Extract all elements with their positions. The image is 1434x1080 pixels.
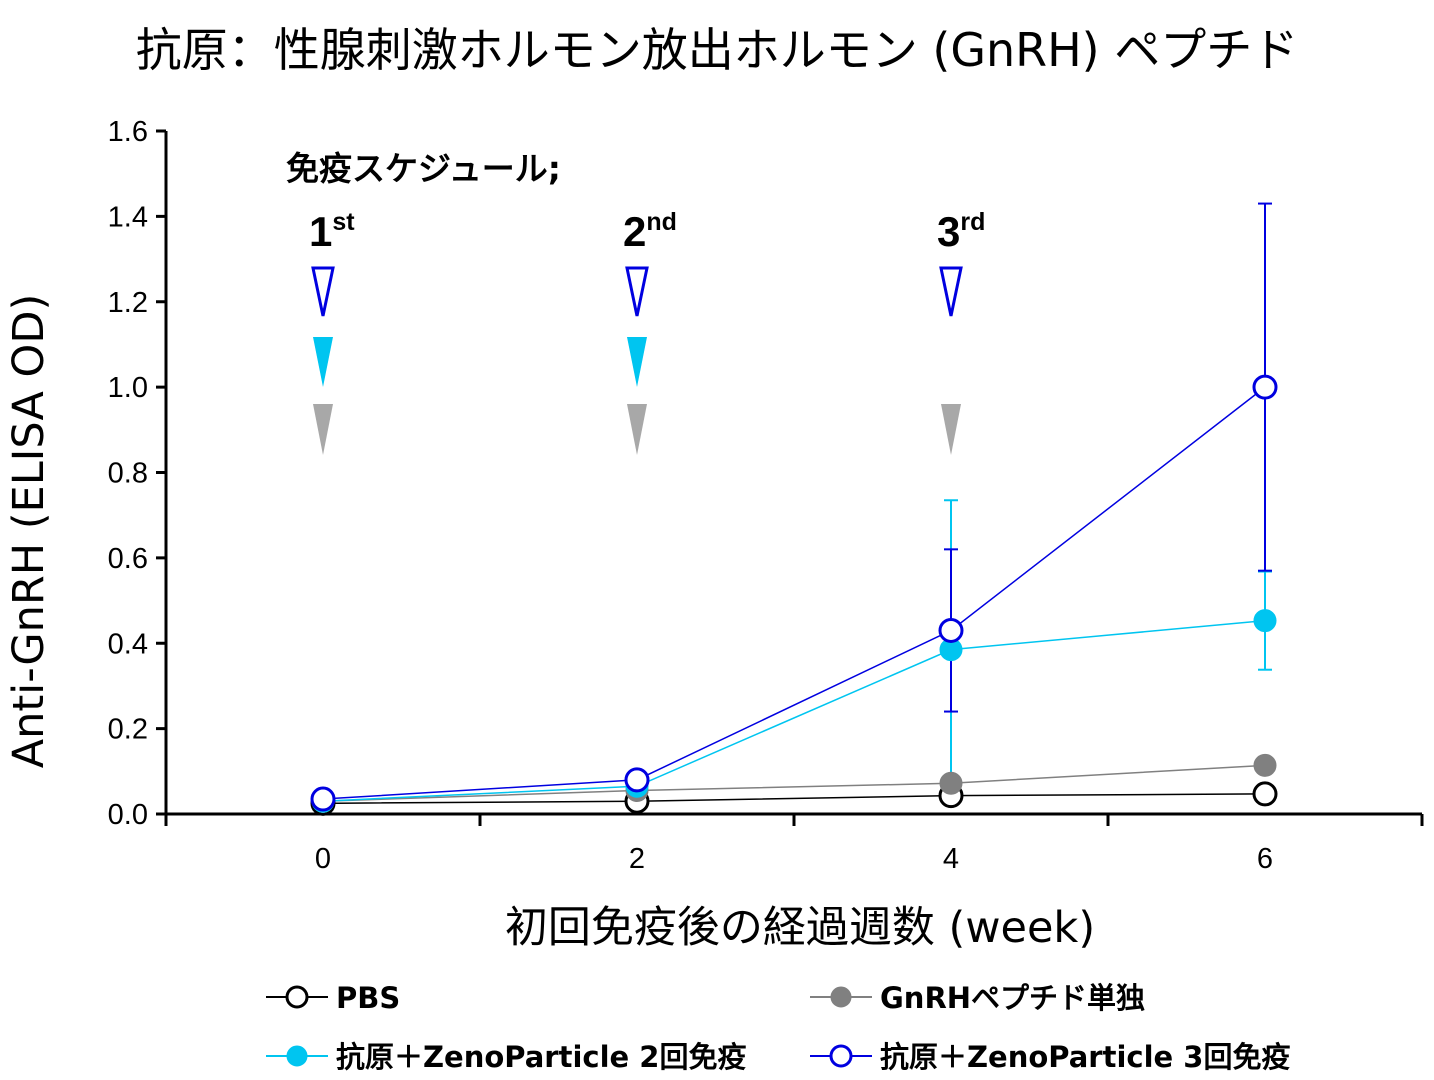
series-line: [322, 793, 1266, 805]
error-bars: [944, 202, 1272, 801]
y-tick-label: 0.2: [108, 714, 148, 746]
injection-arrow: [941, 404, 961, 455]
series-line: [322, 619, 1266, 802]
legend-marker: [829, 1044, 853, 1068]
data-point: [624, 767, 650, 793]
x-axis-title: 初回免疫後の経過週数 (week): [505, 903, 1095, 953]
dose-label-sup: nd: [646, 208, 677, 236]
y-tick-label: 0.8: [108, 458, 148, 490]
injection-arrow: [627, 404, 647, 455]
schedule: 1st 2nd 3rd: [309, 208, 985, 455]
legend-marker: [830, 986, 852, 1008]
data-point: [1253, 609, 1277, 633]
x-ticks: 0 2 4 6: [164, 814, 1424, 875]
legend-label: 抗原＋ZenoParticle 2回免疫: [336, 1040, 747, 1074]
y-tick-label: 1.4: [108, 201, 148, 233]
y-tick-label: 0.6: [108, 543, 148, 575]
y-ticks: 0.0 0.2 0.4 0.6 0.8 1.0 1.2 1.4 1.6: [108, 116, 166, 831]
data-point: [938, 617, 964, 643]
data-point: [1253, 753, 1277, 777]
y-tick-label: 0.0: [108, 799, 148, 831]
data-point: [1252, 374, 1278, 400]
data-point: [310, 786, 336, 812]
dose-label-sup: rd: [960, 208, 985, 236]
x-tick-label: 4: [943, 843, 959, 875]
y-axis-title: Anti-GnRH (ELISA OD): [4, 294, 54, 769]
schedule-title: 免疫スケジュール;: [286, 149, 561, 188]
dose-label: 1st: [309, 208, 355, 255]
series-lines: [322, 386, 1266, 805]
injection-arrow: [313, 404, 333, 455]
legend-label: PBS: [336, 981, 400, 1015]
data-points: [310, 374, 1278, 816]
dose-label-sup: st: [332, 208, 355, 236]
dose-label: 3rd: [937, 208, 985, 255]
x-tick-label: 6: [1257, 843, 1273, 875]
data-point: [1252, 781, 1278, 807]
series-line: [322, 764, 1266, 802]
x-tick-label: 0: [315, 843, 331, 875]
x-tick-label: 2: [629, 843, 645, 875]
injection-arrow: [311, 266, 335, 317]
data-point: [939, 771, 963, 795]
injection-arrow: [313, 337, 333, 387]
injection-arrow: [627, 337, 647, 387]
legend-marker: [286, 1045, 308, 1067]
y-tick-label: 1.6: [108, 116, 148, 148]
series-line: [322, 386, 1266, 800]
legend-marker: [285, 985, 309, 1009]
injection-arrow: [625, 266, 649, 317]
legend-label: 抗原＋ZenoParticle 3回免疫: [880, 1040, 1291, 1074]
y-tick-label: 1.0: [108, 372, 148, 404]
dose-label: 2nd: [623, 208, 677, 255]
injection-arrow: [939, 266, 963, 317]
legend-label: GnRHペプチド単独: [880, 981, 1145, 1015]
chart-title: 抗原：性腺刺激ホルモン放出ホルモン (GnRH) ペプチド: [135, 23, 1299, 77]
y-tick-label: 1.2: [108, 287, 148, 319]
y-tick-label: 0.4: [108, 628, 148, 660]
